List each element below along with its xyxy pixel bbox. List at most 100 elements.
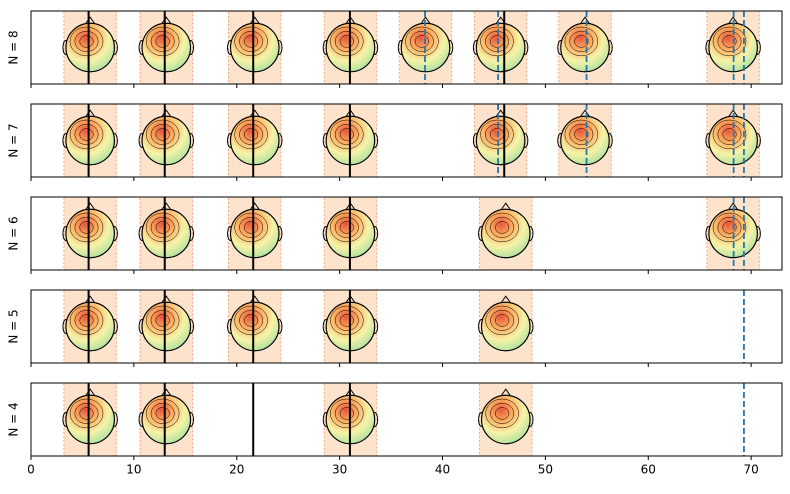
topomap-contour (495, 314, 510, 327)
topomap-nose (84, 295, 96, 304)
panel: N = 8 (7, 10, 783, 88)
topomap-contour (79, 35, 94, 48)
topomap-contour (414, 35, 429, 48)
topomap (141, 301, 192, 352)
topomap-contour (79, 128, 94, 141)
topomap (141, 115, 192, 166)
topomap-contour (330, 398, 364, 429)
axes-frame (30, 103, 783, 178)
topomap (475, 22, 526, 73)
topomap-contour (145, 212, 180, 243)
topomap-nose (420, 16, 431, 25)
topomap-nose (160, 295, 172, 304)
topomap-contour (145, 26, 180, 57)
topomap-contour (79, 221, 94, 234)
topomap-contour (717, 124, 742, 145)
topomap-contour (334, 310, 359, 331)
topomap-contour (717, 31, 742, 52)
topomap-contour (330, 212, 364, 243)
x-tick-label: 0 (27, 463, 35, 477)
topomap-contour (69, 26, 104, 57)
topomap-contour (155, 128, 170, 141)
topomap-nose (500, 388, 512, 397)
topomap-contour (485, 305, 519, 336)
axes-frame (30, 382, 783, 457)
topomap-contour (79, 407, 94, 420)
panel: N = 5 (7, 289, 783, 367)
topomap-contour (485, 398, 519, 429)
topomap (65, 115, 115, 166)
topomap-contour (574, 35, 589, 48)
topomap-contour (485, 31, 509, 52)
topomap-contour (239, 217, 264, 238)
topomap-contour (330, 305, 364, 336)
topomap-contour (330, 119, 364, 150)
topomap-nose (84, 16, 96, 25)
topomap-contour (480, 26, 514, 57)
topomap-contour (712, 212, 747, 243)
topomap-contour (234, 212, 268, 243)
topomap-contour (485, 124, 509, 145)
topomap-contour (485, 212, 519, 243)
topomap (65, 394, 115, 445)
topomap-nose (249, 295, 261, 304)
topomap-contour (712, 119, 747, 150)
topomap-contour (244, 128, 259, 141)
topomap-contour (150, 403, 175, 424)
topomap-contour (150, 310, 175, 331)
topomap-contour (410, 31, 434, 52)
topomap (560, 22, 610, 73)
topomap-contour (480, 119, 514, 150)
topomap-contour (574, 128, 589, 141)
topomap-contour (150, 217, 175, 238)
topomap-contour (234, 305, 268, 336)
x-tick-label: 40 (435, 463, 450, 477)
topomap-nose (160, 109, 172, 118)
topomap-contour (405, 26, 439, 57)
topomap (65, 208, 115, 259)
topomap-contour (717, 217, 742, 238)
topomap-contour (334, 124, 359, 145)
topomap-contour (155, 314, 170, 327)
topomap-contour (490, 217, 515, 238)
topomap-contour (74, 310, 99, 331)
topomap-nose (579, 109, 591, 118)
topomap-contour (495, 407, 510, 420)
topomap-contour (722, 35, 737, 48)
topomap-contour (339, 407, 354, 420)
topomap-contour (334, 31, 359, 52)
topomap-contour (239, 124, 264, 145)
topomap (480, 301, 531, 352)
topomap-contour (150, 31, 175, 52)
topomap-contour (564, 26, 599, 57)
topomap (475, 115, 526, 166)
topomap (65, 22, 115, 73)
topomap (65, 301, 115, 352)
topomap-contour (155, 407, 170, 420)
topomap-contour (569, 31, 594, 52)
topomap (229, 301, 280, 352)
topomap-contour (145, 398, 180, 429)
topomap-contour (155, 35, 170, 48)
x-tick-label: 50 (538, 463, 553, 477)
topomap-contour (155, 221, 170, 234)
topomap-nose (727, 202, 739, 211)
topomap-contour (145, 305, 180, 336)
topomap-nose (727, 109, 739, 118)
topomap-contour (339, 128, 354, 141)
topomap (141, 394, 192, 445)
topomap-contour (334, 217, 359, 238)
topomap (480, 208, 531, 259)
topomap-nose (84, 109, 96, 118)
topomap-nose (579, 16, 591, 25)
topomap-contour (334, 403, 359, 424)
topomap-contour (722, 221, 737, 234)
topomap-contour (490, 403, 515, 424)
topomap-contour (145, 119, 180, 150)
topomap-contour (74, 31, 99, 52)
y-axis-label: N = 7 (7, 123, 21, 157)
topomap-nose (84, 202, 96, 211)
topomap-contour (339, 314, 354, 327)
topomap-contour (234, 26, 268, 57)
